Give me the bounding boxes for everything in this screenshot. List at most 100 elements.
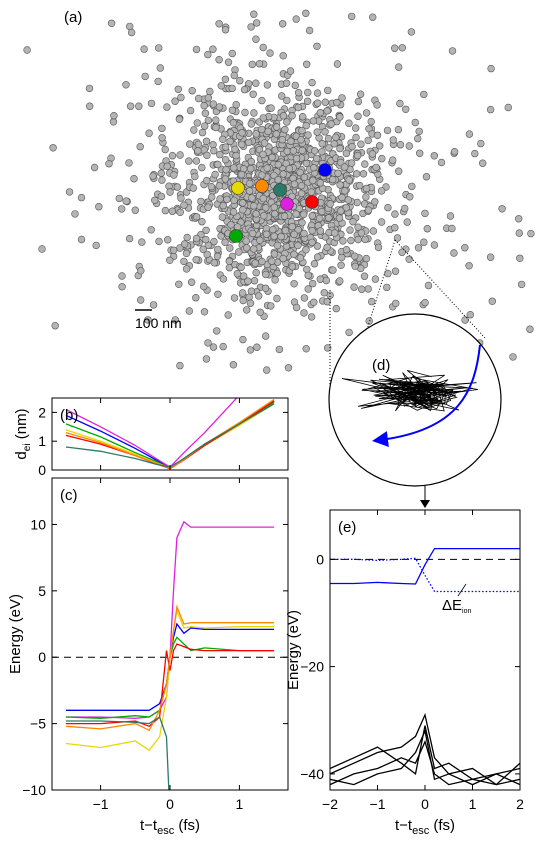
particle xyxy=(336,144,344,153)
particle xyxy=(360,272,369,280)
zoom-line xyxy=(394,239,486,339)
particle xyxy=(517,280,526,289)
particle xyxy=(357,140,365,148)
particle xyxy=(252,269,260,277)
particle xyxy=(316,275,324,283)
particle xyxy=(300,173,309,182)
particle xyxy=(222,166,230,174)
series-line xyxy=(330,728,520,786)
particle xyxy=(237,170,246,179)
particle xyxy=(465,130,474,138)
particle xyxy=(414,244,423,252)
particle xyxy=(430,241,439,249)
particle xyxy=(250,109,258,117)
x-tick-label: 0 xyxy=(166,796,174,812)
particle xyxy=(373,101,381,109)
particle xyxy=(477,139,485,148)
particle xyxy=(273,269,281,277)
particle xyxy=(202,137,211,146)
particle xyxy=(210,147,218,155)
particle xyxy=(333,60,342,68)
particle xyxy=(479,159,487,167)
particle xyxy=(243,306,251,314)
particle xyxy=(516,254,524,262)
particle xyxy=(315,214,324,223)
particle xyxy=(356,90,365,98)
particle xyxy=(371,198,379,206)
highlight-particle xyxy=(305,195,319,209)
particle xyxy=(294,226,302,234)
particle xyxy=(300,309,308,317)
particle xyxy=(296,168,304,177)
particle xyxy=(168,152,177,160)
particle xyxy=(217,82,226,90)
y-tick-label: 2 xyxy=(38,404,46,420)
particle xyxy=(186,106,195,115)
x-tick-label: 2 xyxy=(516,796,524,812)
particle xyxy=(346,226,354,234)
particle xyxy=(313,128,321,136)
particle xyxy=(280,212,289,220)
y-tick-label: −40 xyxy=(300,766,324,782)
particle xyxy=(304,271,312,280)
x-tick-label: −1 xyxy=(93,796,109,812)
particle xyxy=(324,86,332,95)
particle xyxy=(266,49,274,57)
particle xyxy=(313,42,321,50)
particle xyxy=(303,265,311,274)
trajectory-tangle xyxy=(341,370,478,412)
particle xyxy=(312,154,321,163)
particle xyxy=(209,45,217,53)
particle xyxy=(423,225,431,233)
particle xyxy=(237,263,245,272)
particle xyxy=(338,94,346,102)
x-label-text: t−t xyxy=(140,817,158,834)
particle xyxy=(318,148,326,156)
particle xyxy=(141,72,149,81)
particle xyxy=(354,223,362,231)
particle xyxy=(389,156,397,164)
particle xyxy=(297,182,306,190)
particle xyxy=(316,108,324,117)
particle xyxy=(173,183,182,191)
particle xyxy=(204,50,212,59)
x-tick-label: 1 xyxy=(236,796,244,812)
particle xyxy=(92,241,100,250)
particle xyxy=(117,205,126,213)
particle xyxy=(221,156,230,164)
particle xyxy=(180,257,188,266)
particle xyxy=(279,20,287,28)
particle xyxy=(200,282,208,291)
particle xyxy=(107,19,116,27)
particle xyxy=(85,84,94,93)
axes-frame xyxy=(51,477,289,791)
y-tick-label: 10 xyxy=(30,516,46,532)
particle xyxy=(273,294,281,303)
particle xyxy=(292,15,300,23)
particle xyxy=(147,226,155,234)
particle xyxy=(304,285,312,293)
particle xyxy=(308,238,316,247)
particle xyxy=(110,111,118,120)
plot-area xyxy=(330,547,520,786)
particle xyxy=(352,133,360,142)
particle xyxy=(224,58,233,66)
particle xyxy=(228,84,236,93)
particle xyxy=(191,172,199,181)
connector-arrow xyxy=(420,500,430,508)
particle xyxy=(302,159,311,168)
particle xyxy=(279,170,287,178)
particle xyxy=(420,90,428,99)
particle xyxy=(345,119,353,127)
particle xyxy=(326,200,334,208)
particle xyxy=(369,227,378,235)
particle xyxy=(327,120,335,128)
particle xyxy=(362,254,371,263)
particle xyxy=(313,253,322,261)
particle xyxy=(396,99,404,108)
particle xyxy=(176,361,184,370)
x-label-unit: (fs) xyxy=(174,817,200,834)
particle xyxy=(324,344,332,352)
particle xyxy=(65,188,74,196)
particle xyxy=(192,45,201,54)
